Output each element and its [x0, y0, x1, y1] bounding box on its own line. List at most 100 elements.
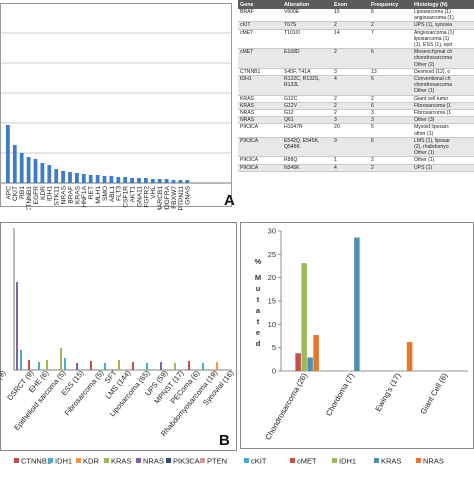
gene-cell: KRAS [238, 95, 282, 103]
histology-cell-line: Other (1) [414, 88, 435, 95]
exon-cell: 1 [332, 156, 369, 165]
gene-label-akt1: AKT1 [129, 186, 136, 203]
bar-apc [6, 125, 10, 183]
mutation-bar [118, 360, 120, 370]
gene-cell: PIK3CA [238, 164, 282, 172]
frequency-cell-line: 6 [371, 9, 374, 15]
table-row: KRAS G12C 2 2 Giant cell tumo [238, 95, 474, 103]
histology-cell: Liposarcoma (1) angiosarcoma (1) [412, 9, 474, 23]
mutation-bar [64, 358, 66, 370]
exon-cell-line: 15 [334, 9, 340, 15]
plot-frame [0, 3, 232, 207]
histology-cell: Myxoid liposarc other (1) [412, 123, 474, 138]
histology-mutation-chart: APC (9)DSRCT (9)EHE (6)Epithelioid sarco… [0, 222, 237, 466]
histology-cell-line: Conventional ch [414, 76, 451, 83]
legend-swatch [166, 458, 171, 463]
alteration-cell: V600E [282, 9, 332, 23]
y-tick-label: 5 [272, 343, 276, 352]
legend-swatch [332, 458, 337, 463]
alteration-cell: H1047R [282, 123, 332, 138]
gene-label-csf1r: CSF1R [123, 186, 130, 208]
panel-b: APC (9)DSRCT (9)EHE (6)Epithelioid sarco… [0, 222, 238, 474]
bar-akt1 [130, 178, 134, 183]
legend-label: cMET [297, 457, 317, 466]
bar-egfr [33, 159, 38, 183]
gene-cell: PIK3CA [238, 123, 282, 138]
alteration-cell-line: Q546K [284, 144, 300, 151]
legend-swatch [200, 458, 205, 463]
frequency-cell: 6 [369, 137, 412, 158]
gene-cell: BRAF [238, 9, 282, 23]
frequency-cell: 6 [369, 75, 412, 96]
bar-braf [68, 172, 72, 183]
gene-label-apc: APC [5, 186, 12, 200]
histology-cell-line: UPS (1), synovia [414, 22, 453, 29]
exon-cell-line: 2 [334, 110, 337, 117]
y-axis-label-letter: u [256, 284, 261, 293]
gene-cell: NRAS [238, 109, 282, 118]
y-tick-label: 20 [268, 273, 276, 282]
legend-swatch [104, 458, 109, 463]
frequency-cell: 3 [369, 116, 412, 125]
bar-kdr [40, 163, 45, 183]
panel-a: APC CKIT RB1 CTNNB1 EGFR KDR IDH1 STK11 NRAS BRAF… [0, 0, 236, 218]
frequency-cell: 2 [369, 95, 412, 103]
alteration-cell-line: S45F, T41A [284, 68, 311, 75]
alteration-cell-line: T67S [284, 22, 297, 29]
alteration-cell: N345K [282, 164, 332, 172]
legend-label: IDH1 [339, 457, 356, 466]
mutation-bar [160, 362, 162, 370]
frequency-cell-line: 3 [371, 117, 374, 124]
bar-ctnnb1 [26, 157, 31, 183]
bar-kras [75, 173, 79, 183]
gene-label-ptpn11: PTPN11 [178, 186, 185, 210]
histology-cell-line: Mesenchymal ch [414, 49, 453, 56]
y-axis-label-percent: % [255, 257, 262, 266]
y-tick-label: 25 [268, 250, 276, 259]
bar-abl1 [109, 176, 114, 183]
exon-cell-line: 20 [334, 124, 340, 131]
histology-cell-line: chondrosarcoma [414, 55, 452, 62]
header-alteration: Alteration [282, 0, 332, 9]
legend-label: NRAS [423, 457, 444, 466]
frequency-cell: 6 [369, 9, 412, 23]
histology-cell-line: angiosarcoma (1) [414, 15, 454, 22]
legend-swatch [416, 458, 421, 463]
exon-cell-line: 3 [334, 117, 337, 124]
histology-cell-line: Fibrosarcoma (1 [414, 110, 452, 117]
table-row: cMET T1010I 14 7 Angiosarcoma (1) liposarcoma… [238, 29, 474, 50]
frequency-cell-line: 3 [371, 110, 374, 117]
frequency-cell-line: 6 [371, 137, 374, 144]
bar-hnf1a [81, 174, 86, 183]
y-tick-label: 10 [268, 320, 276, 329]
legend-swatch [136, 458, 141, 463]
gene-cell-line: KRAS [240, 95, 254, 102]
histology-cell: UPS (1), synovia [412, 21, 474, 30]
table-row: PIK3CA R88Q 1 2 Other (1) [238, 156, 474, 165]
bar-smarcb1 [157, 179, 162, 183]
exon-cell: 3 [332, 116, 369, 125]
bar-ret [88, 175, 93, 183]
gene-label-flt3: FLT3 [116, 186, 123, 201]
frequency-cell: 6 [369, 48, 412, 69]
bar-idh1 [47, 165, 52, 183]
table-row: KRAS G12V 2 6 Fibrosarcoma (1 [238, 102, 474, 111]
gene-label-smarcb1: SMARCB1 [157, 186, 164, 210]
histology-cell-line: Liposarcoma (1) [414, 9, 451, 15]
bar-vhl [150, 179, 155, 183]
frequency-cell-line: 2 [371, 157, 374, 164]
histology-cell-line: Other (3) [414, 117, 435, 124]
table-header-row: Gene Alteration Exon Frequency Histology… [238, 0, 474, 9]
bar-kras [307, 357, 313, 371]
panel-letter-b: B [219, 432, 230, 449]
y-axis-label-letter: e [256, 328, 260, 337]
mutation-table-panel: Gene Alteration Exon Frequency Histology… [238, 0, 474, 212]
gene-cell-line: PIK3CA [240, 157, 259, 164]
exon-cell: 4 [332, 75, 369, 96]
gene-cell-line: CTNNB1 [240, 68, 261, 75]
frequency-cell: 6 [369, 102, 412, 111]
gene-cell-line: cKIT [240, 22, 251, 29]
table-row: IDH1 R132C, R132S, R132L 4 6 Conventional ch c… [238, 75, 474, 96]
histology-cell-line: Other (2) [414, 61, 435, 68]
